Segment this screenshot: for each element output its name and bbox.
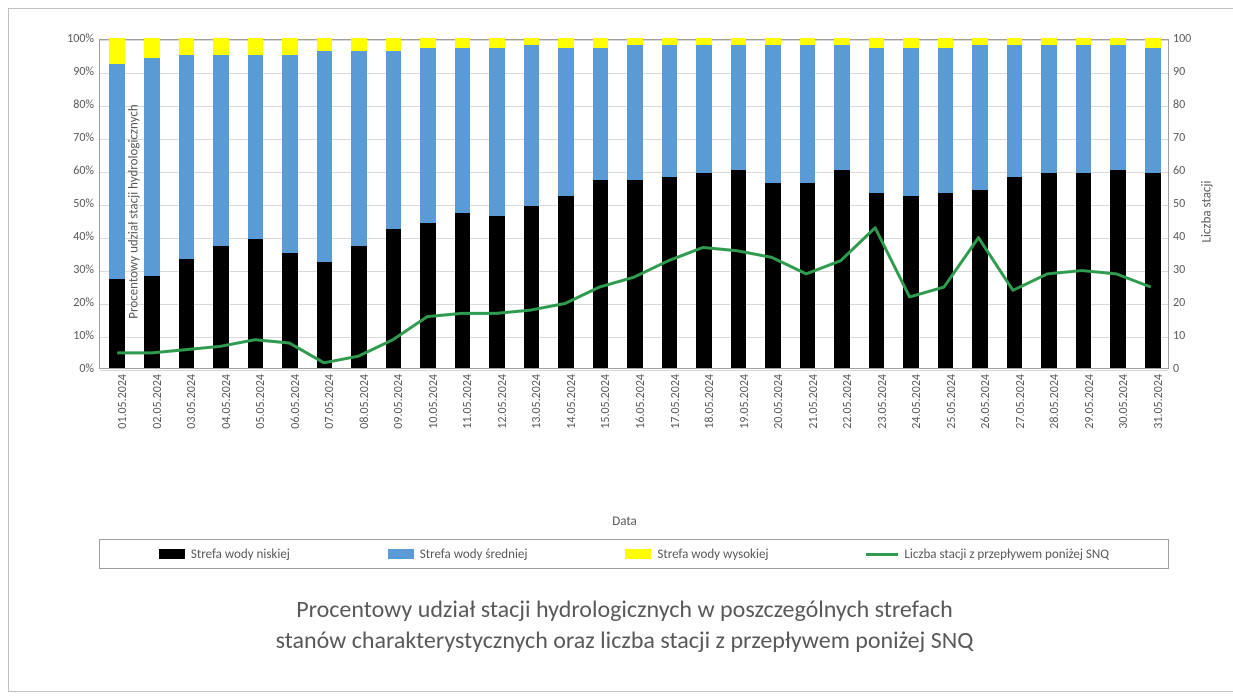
y-left-tick: 50% [44,197,94,211]
x-tick: 01.05.2024 [116,374,130,429]
legend-item: Liczba stacji z przepływem poniżej SNQ [866,547,1109,562]
x-tick: 15.05.2024 [599,374,613,429]
y-right-tick: 60 [1173,164,1213,178]
x-tick: 16.05.2024 [634,374,648,429]
x-tick: 02.05.2024 [151,374,165,429]
chart-title: Procentowy udział stacji hydrologicznych… [9,594,1233,656]
y-left-tick: 90% [44,65,94,79]
y-left-tick: 20% [44,296,94,310]
x-tick: 04.05.2024 [220,374,234,429]
plot-area [99,39,1169,369]
legend-line-swatch [866,553,898,556]
y-right-axis-label: Liczba stacji [1199,180,1214,242]
x-tick: 10.05.2024 [427,374,441,429]
x-tick: 05.05.2024 [254,374,268,429]
x-tick: 18.05.2024 [703,374,717,429]
legend-item: Strefa wody wysokiej [625,547,768,562]
x-tick: 11.05.2024 [461,374,475,429]
y-left-tick: 10% [44,329,94,343]
x-tick: 25.05.2024 [945,374,959,429]
x-tick: 13.05.2024 [530,374,544,429]
legend: Strefa wody niskiej Strefa wody średniej S… [99,539,1169,569]
y-right-tick: 0 [1173,362,1213,376]
x-tick: 17.05.2024 [669,374,683,429]
y-left-tick: 60% [44,164,94,178]
y-right-tick: 10 [1173,329,1213,343]
x-tick: 03.05.2024 [185,374,199,429]
x-tick: 12.05.2024 [496,374,510,429]
x-tick: 08.05.2024 [358,374,372,429]
legend-item: Strefa wody średniej [388,547,528,562]
x-tick: 22.05.2024 [841,374,855,429]
x-tick: 07.05.2024 [323,374,337,429]
y-right-tick: 30 [1173,263,1213,277]
x-tick: 23.05.2024 [876,374,890,429]
x-tick: 26.05.2024 [979,374,993,429]
x-tick: 21.05.2024 [807,374,821,429]
legend-swatch [388,549,414,559]
legend-label: Strefa wody wysokiej [657,547,768,562]
line-path [117,228,1151,363]
x-axis-label: Data [9,514,1233,529]
y-left-tick: 80% [44,98,94,112]
chart-title-line2: stanów charakterystycznych oraz liczba s… [276,626,974,655]
y-left-tick: 30% [44,263,94,277]
x-tick: 09.05.2024 [392,374,406,429]
legend-label: Strefa wody niskiej [191,547,290,562]
x-tick: 30.05.2024 [1117,374,1131,429]
y-left-tick: 70% [44,131,94,145]
legend-item: Strefa wody niskiej [159,547,290,562]
y-left-tick: 100% [44,32,94,46]
legend-label: Strefa wody średniej [420,547,528,562]
x-tick: 24.05.2024 [910,374,924,429]
y-left-tick: 40% [44,230,94,244]
legend-label: Liczba stacji z przepływem poniżej SNQ [904,547,1109,562]
x-tick: 20.05.2024 [772,374,786,429]
x-tick: 19.05.2024 [738,374,752,429]
y-right-tick: 20 [1173,296,1213,310]
legend-swatch [159,549,185,559]
y-right-tick: 90 [1173,65,1213,79]
x-tick: 28.05.2024 [1048,374,1062,429]
x-tick: 31.05.2024 [1152,374,1166,429]
y-right-tick: 100 [1173,32,1213,46]
x-tick: 14.05.2024 [565,374,579,429]
y-left-tick: 0% [44,362,94,376]
x-tick: 06.05.2024 [289,374,303,429]
x-tick: 29.05.2024 [1083,374,1097,429]
legend-swatch [625,549,651,559]
y-left-axis-label: Procentowy udział stacji hydrologicznych [127,104,142,318]
chart-container: 0% 10% 20% 30% 40% 50% 60% 70% 80% 90% 100% 0 10 20 3… [8,8,1233,692]
y-right-tick: 80 [1173,98,1213,112]
line-series [100,40,1168,369]
y-right-tick: 70 [1173,131,1213,145]
x-tick: 27.05.2024 [1014,374,1028,429]
chart-title-line1: Procentowy udział stacji hydrologicznych… [296,595,952,624]
